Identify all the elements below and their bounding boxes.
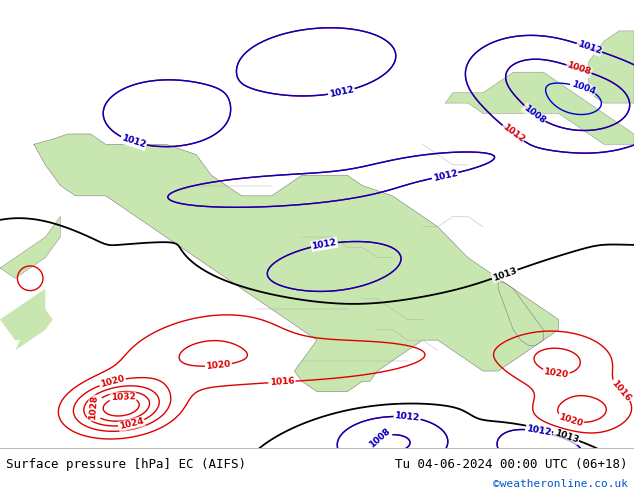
- Text: 1008: 1008: [566, 61, 592, 77]
- Text: 1020: 1020: [557, 413, 583, 429]
- Text: 1012: 1012: [526, 424, 552, 438]
- Text: 1012: 1012: [394, 411, 420, 423]
- Text: 1013: 1013: [491, 266, 518, 283]
- Polygon shape: [0, 289, 45, 340]
- Text: 1012: 1012: [328, 85, 354, 99]
- Polygon shape: [0, 217, 60, 278]
- Polygon shape: [498, 281, 543, 345]
- Text: 1024: 1024: [119, 416, 145, 431]
- Text: 1012: 1012: [394, 411, 420, 423]
- Text: 1020: 1020: [543, 367, 569, 380]
- Text: 1012: 1012: [576, 39, 603, 56]
- Polygon shape: [589, 31, 634, 103]
- Text: 1016: 1016: [610, 378, 633, 403]
- Text: Surface pressure [hPa] EC (AIFS): Surface pressure [hPa] EC (AIFS): [6, 458, 247, 471]
- Text: ©weatheronline.co.uk: ©weatheronline.co.uk: [493, 479, 628, 489]
- Text: 1008: 1008: [367, 426, 392, 449]
- Text: 1020: 1020: [205, 360, 231, 371]
- Text: 1012: 1012: [120, 134, 147, 150]
- Text: 1012: 1012: [311, 238, 337, 251]
- Text: 1016: 1016: [269, 377, 295, 387]
- Polygon shape: [445, 72, 634, 144]
- Text: 1032: 1032: [110, 392, 136, 402]
- Text: 1012: 1012: [500, 122, 526, 144]
- Polygon shape: [0, 309, 53, 361]
- Text: 1012: 1012: [432, 168, 458, 183]
- Text: 1028: 1028: [87, 395, 99, 420]
- Text: 1012: 1012: [526, 424, 552, 438]
- Text: 1012: 1012: [328, 85, 354, 99]
- Text: 1020: 1020: [100, 374, 126, 389]
- Text: 1008: 1008: [522, 103, 547, 125]
- Text: 1012: 1012: [432, 168, 458, 183]
- Text: 1012: 1012: [311, 238, 337, 251]
- Text: Tu 04-06-2024 00:00 UTC (06+18): Tu 04-06-2024 00:00 UTC (06+18): [395, 458, 628, 471]
- Text: 1004: 1004: [570, 79, 597, 96]
- Text: 1012: 1012: [120, 134, 147, 150]
- Polygon shape: [34, 134, 559, 392]
- Text: 1008: 1008: [367, 426, 392, 449]
- Text: 1013: 1013: [553, 428, 579, 444]
